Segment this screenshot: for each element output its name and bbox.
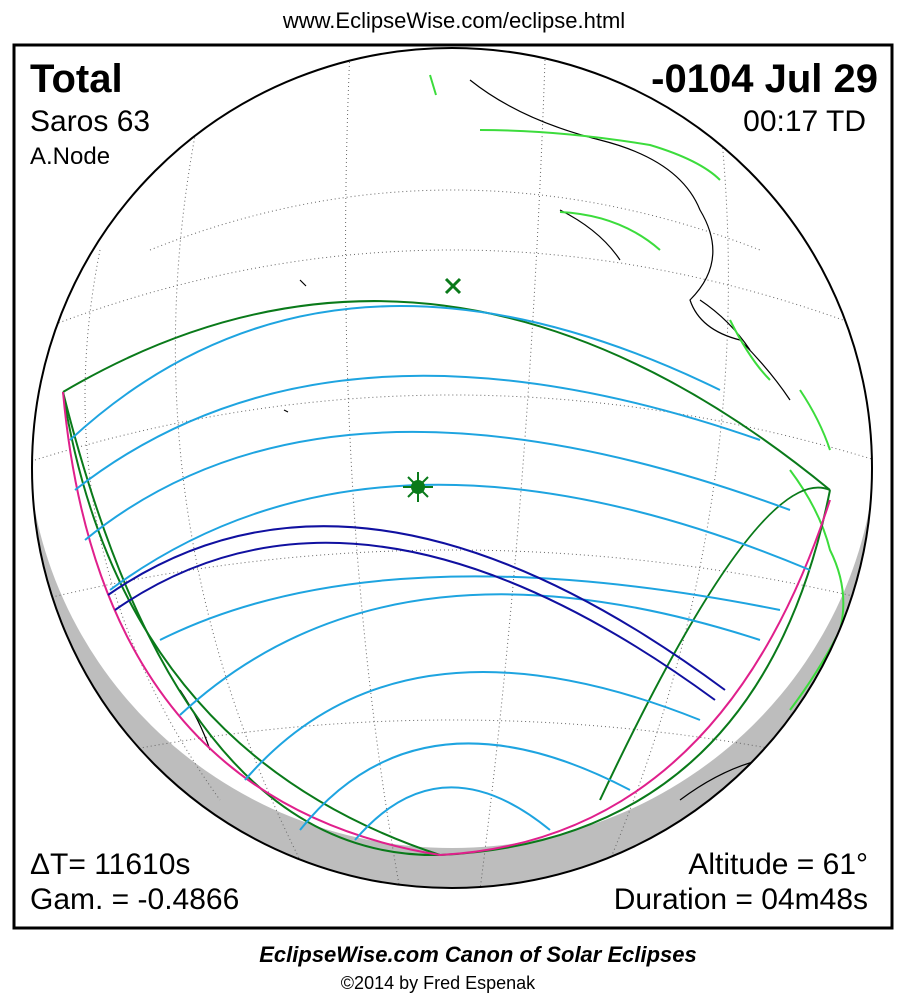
footer-title: EclipseWise.com Canon of Solar Eclipses: [259, 942, 697, 967]
delta-t: ΔT= 11610s: [30, 848, 190, 881]
node: A.Node: [30, 143, 110, 170]
date: -0104 Jul 29: [651, 57, 878, 101]
credit: ©2014 by Fred Espenak: [341, 973, 536, 993]
globe: [32, 48, 872, 888]
url: www.EclipseWise.com/eclipse.html: [282, 8, 625, 33]
eclipse-type: Total: [30, 57, 123, 101]
duration: Duration = 04m48s: [614, 883, 868, 916]
time: 00:17 TD: [743, 105, 866, 138]
saros: Saros 63: [30, 105, 150, 138]
globe-outline: [31, 47, 873, 889]
altitude: Altitude = 61°: [688, 848, 868, 881]
gamma: Gam. = -0.4866: [30, 883, 239, 916]
